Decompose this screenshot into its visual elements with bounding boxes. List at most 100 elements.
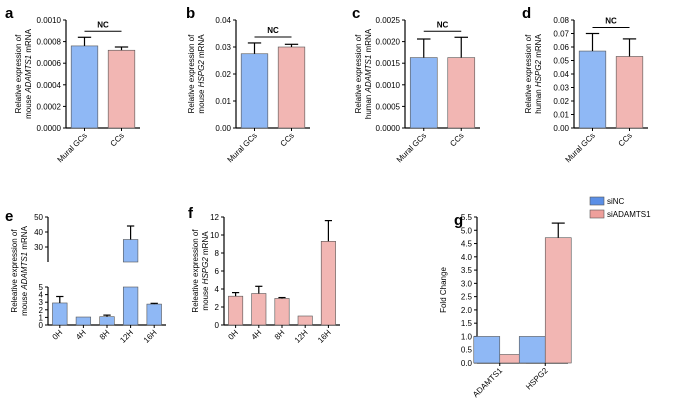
y-axis-label-g-text: Fold Change: [439, 267, 448, 313]
panel-letter-e: e: [5, 208, 13, 225]
y-tick-label-f: 4: [215, 285, 220, 294]
bar-b-CCs: [277, 46, 306, 129]
y-tick-label-g: 5.5: [461, 213, 473, 222]
y-tick-label-e: 4: [39, 291, 44, 300]
x-tick-label-f: 4H: [250, 328, 264, 342]
significance-label-d: NC: [605, 17, 617, 26]
bar-a-CCs: [107, 49, 136, 129]
y-axis-label-d-line1: Relative expression of: [524, 34, 533, 113]
y-tick-label-e: 1: [39, 313, 44, 322]
bar-g-siNC-HSPG2: [518, 336, 546, 364]
bar-d-Mural GCs: [578, 50, 607, 129]
x-tick-label-d: CCs: [617, 131, 634, 148]
x-tick-label-g: ADAMTS1: [471, 366, 504, 399]
x-tick-label-a: CCs: [109, 131, 126, 148]
bar-e-0H: [52, 302, 68, 326]
bar-f-0H: [228, 295, 244, 326]
y-tick-label-e: 40: [34, 228, 43, 237]
y-tick-label-c: 0.0020: [376, 38, 401, 47]
x-tick-label-f: 0H: [226, 328, 240, 342]
x-tick-label-a: Mural GCs: [56, 131, 89, 164]
y-tick-label-e: 5: [39, 283, 44, 292]
y-tick-label-e: 0: [39, 321, 44, 330]
y-tick-label-a: 0.0008: [37, 38, 62, 47]
y-tick-label-a: 0.0010: [37, 16, 62, 25]
y-tick-label-g: 1.5: [461, 319, 473, 328]
y-tick-label-b: 0.02: [215, 70, 231, 79]
y-tick-label-d: 0.01: [553, 111, 569, 120]
bar-e-16H: [146, 303, 162, 326]
panel-letter-c: c: [352, 5, 360, 22]
x-tick-label-g: HSPG2: [524, 366, 550, 392]
y-axis-label-d: Relative expression of human HSPG2 mRNA: [524, 34, 543, 114]
bar-f-8H: [274, 298, 290, 326]
y-tick-label-c: 0.0025: [376, 16, 401, 25]
y-axis-label-f-line2: mouse HSPG2 mRNA: [201, 231, 210, 311]
y-axis-label-a-line1: Relative expression of: [14, 34, 23, 113]
y-tick-label-f: 6: [215, 267, 220, 276]
y-axis-label-d-line2: human HSPG2 mRNA: [534, 34, 543, 114]
x-tick-label-e: 8H: [98, 328, 112, 342]
bar-g-siADAMTS1-HSPG2: [544, 237, 572, 364]
y-axis-label-e-line2: mouse ADAMTS1 mRNA: [20, 225, 29, 315]
y-tick-label-a: 0.0002: [37, 102, 62, 111]
y-tick-label-e: 2: [39, 306, 44, 315]
x-tick-label-c: CCs: [448, 131, 465, 148]
bar-c-Mural GCs: [409, 57, 438, 129]
significance-label-b: NC: [267, 26, 279, 35]
y-tick-label-d: 0.05: [553, 57, 569, 66]
x-tick-label-f: 8H: [273, 328, 287, 342]
y-axis-label-g: Fold Change: [439, 267, 448, 313]
y-axis-label-f-line1: Releative expression of: [191, 229, 200, 313]
y-tick-label-d: 0.00: [553, 124, 569, 133]
y-tick-label-g: 0.0: [461, 359, 473, 368]
legend-label-siADAMTS1: siADAMTS1: [607, 210, 651, 219]
y-tick-label-c: 0.0000: [376, 124, 401, 133]
y-tick-label-g: 2.0: [461, 306, 473, 315]
y-tick-label-b: 0.03: [215, 43, 231, 52]
y-tick-label-a: 0.0006: [37, 59, 62, 68]
y-tick-label-f: 10: [210, 231, 219, 240]
y-tick-label-g: 2.5: [461, 293, 473, 302]
y-axis-label-e-line1: Releative expression of: [10, 229, 19, 313]
y-tick-label-c: 0.0005: [376, 102, 401, 111]
y-tick-label-d: 0.03: [553, 84, 569, 93]
bar-f-4H: [251, 293, 267, 326]
legend-swatch-siNC: [589, 196, 605, 206]
y-axis-label-b: Relative expression of mouse HSPG2 mRNA: [187, 34, 206, 114]
bar-f-16H: [320, 241, 336, 326]
y-tick-label-g: 4.0: [461, 253, 473, 262]
x-tick-label-e: 12H: [118, 328, 135, 345]
y-tick-label-d: 0.02: [553, 97, 569, 106]
y-axis-label-c: Relative expression of human ADAMTS1 mRNA: [354, 28, 373, 119]
y-axis-label-a-line2: mouse ADAMTS1 mRNA: [24, 28, 33, 118]
x-tick-label-f: 12H: [293, 328, 310, 345]
y-axis-label-e: Releative expression of mouse ADAMTS1 mRN…: [10, 225, 29, 315]
panel-letter-d: d: [522, 5, 531, 22]
y-tick-label-g: 3.5: [461, 266, 473, 275]
y-axis-label-c-line1: Relative expression of: [354, 34, 363, 113]
y-tick-label-g: 3.0: [461, 279, 473, 288]
y-axis-label-f: Releative expression of mouse HSPG2 mRNA: [191, 229, 210, 313]
x-tick-label-b: Mural GCs: [226, 131, 259, 164]
y-tick-label-c: 0.0010: [376, 81, 401, 90]
panel-letter-f: f: [188, 205, 194, 222]
y-tick-label-g: 0.5: [461, 346, 473, 355]
significance-label-c: NC: [437, 20, 449, 29]
y-tick-label-g: 4.5: [461, 240, 473, 249]
legend-swatch-siADAMTS1: [589, 209, 605, 219]
y-tick-label-d: 0.06: [553, 43, 569, 52]
legend-label-siNC: siNC: [607, 197, 625, 206]
y-axis-label-b-line1: Relative expression of: [187, 34, 196, 113]
bar-a-Mural GCs: [70, 45, 99, 129]
x-tick-label-e: 0H: [51, 328, 65, 342]
bar-c-CCs: [447, 57, 476, 129]
y-tick-label-d: 0.08: [553, 16, 569, 25]
x-tick-label-e: 16H: [142, 328, 159, 345]
y-tick-label-a: 0.0004: [37, 81, 62, 90]
y-tick-label-b: 0.00: [215, 124, 231, 133]
y-tick-label-e: 30: [34, 243, 43, 252]
y-tick-label-d: 0.04: [553, 70, 569, 79]
panel-letter-g: g: [454, 212, 463, 229]
